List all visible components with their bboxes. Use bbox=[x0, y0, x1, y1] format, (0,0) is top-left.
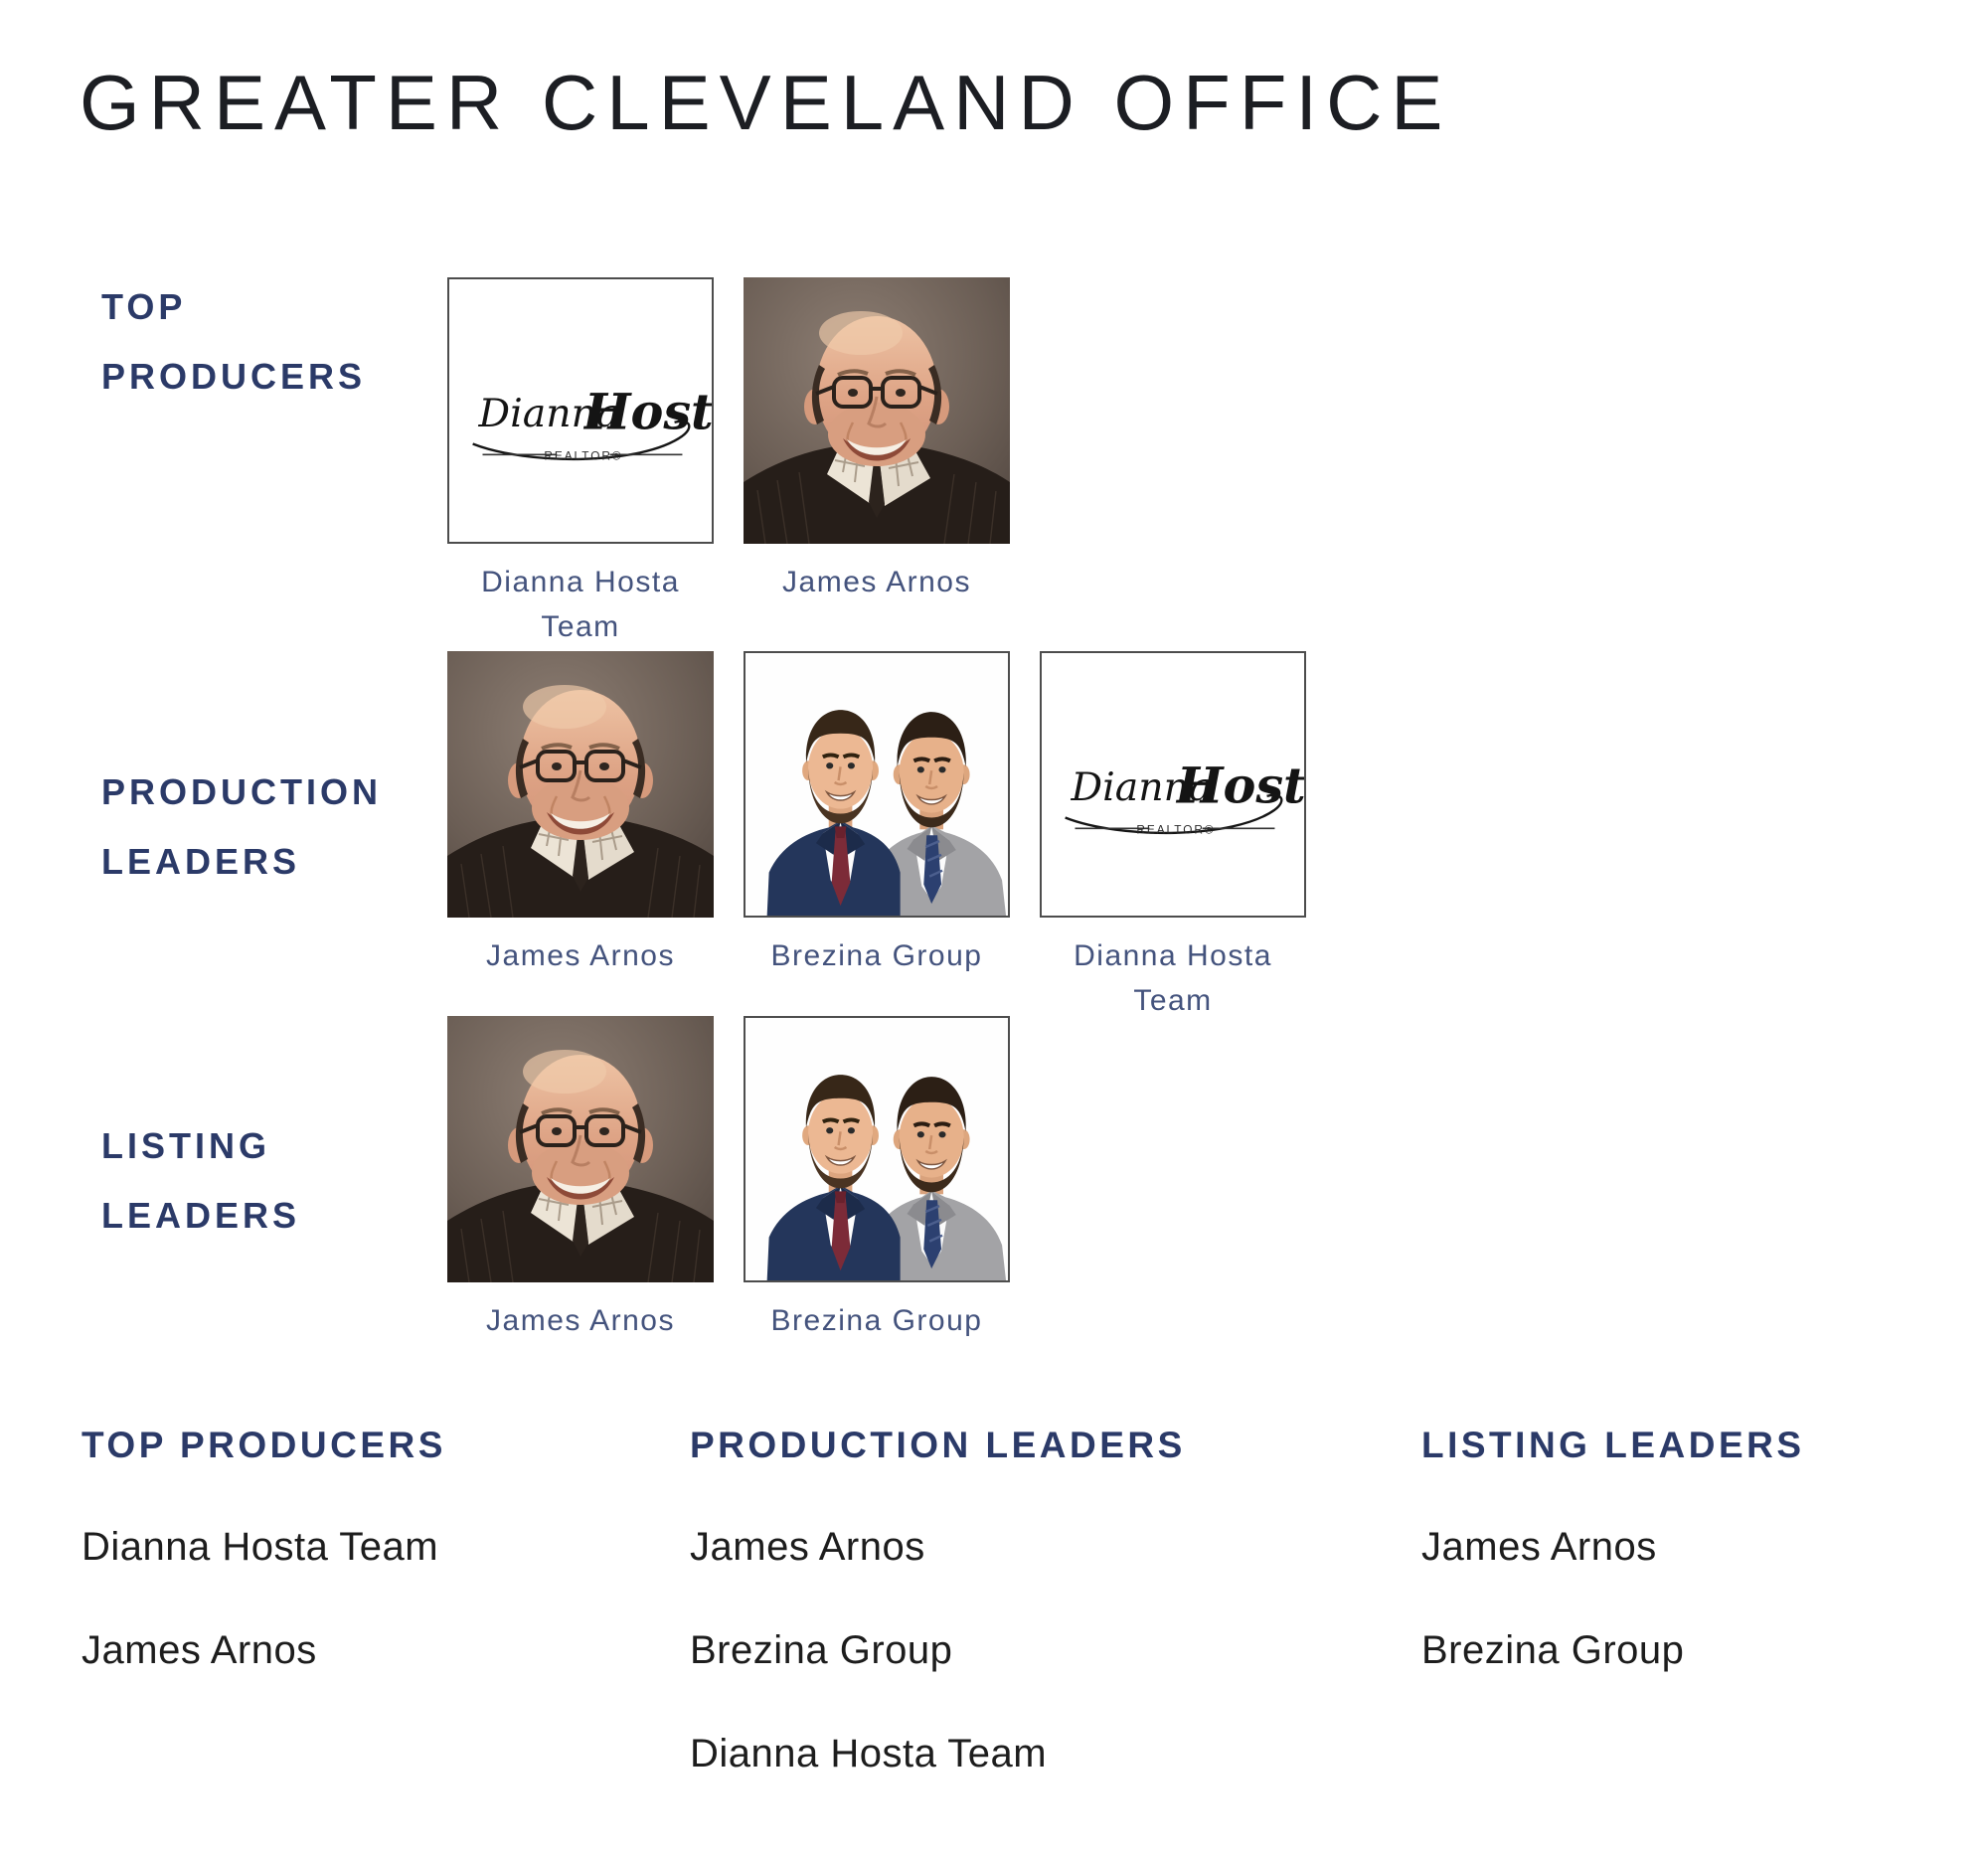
award-cell: Brezina Group bbox=[744, 1016, 1010, 1343]
award-cell: James Arnos bbox=[447, 651, 714, 978]
summary-header: PRODUCTION LEADERS bbox=[690, 1425, 1186, 1465]
award-cell: Brezina Group bbox=[744, 651, 1010, 978]
summary-item: Brezina Group bbox=[1421, 1628, 1685, 1673]
summary-column-production-leaders: PRODUCTION LEADERS James Arnos Brezina G… bbox=[690, 1424, 1346, 1777]
photo-caption-text: Dianna Hosta Team bbox=[1074, 939, 1272, 1017]
photo-caption: Dianna Hosta Team bbox=[447, 560, 714, 649]
summary-item: James Arnos bbox=[82, 1628, 317, 1673]
photo-caption-text: James Arnos bbox=[486, 939, 675, 972]
section-label-production-leaders: PRODUCTION LEADERS bbox=[101, 771, 382, 883]
james-arnos-photo bbox=[744, 277, 1010, 544]
photo-caption: Brezina Group bbox=[744, 1298, 1010, 1343]
james-arnos-photo bbox=[447, 1016, 714, 1282]
summary-header: LISTING LEADERS bbox=[1421, 1425, 1805, 1465]
summary-column-listing-leaders: LISTING LEADERS James Arnos Brezina Grou… bbox=[1421, 1424, 1938, 1674]
summary-item: James Arnos bbox=[1421, 1525, 1657, 1570]
james-arnos-photo bbox=[447, 651, 714, 918]
photo-caption: Dianna Hosta Team bbox=[1040, 933, 1306, 1023]
photo-caption: James Arnos bbox=[447, 1298, 714, 1343]
summary-item: Dianna Hosta Team bbox=[82, 1525, 439, 1570]
award-cell: James Arnos bbox=[447, 1016, 714, 1343]
section-label-top-producers: TOP PRODUCERS bbox=[101, 286, 367, 398]
award-cell: James Arnos bbox=[744, 277, 1010, 604]
photo-caption: James Arnos bbox=[744, 560, 1010, 604]
summary-item: James Arnos bbox=[690, 1525, 925, 1570]
photo-caption-text: Brezina Group bbox=[770, 939, 983, 972]
summary-item: Dianna Hosta Team bbox=[690, 1732, 1048, 1776]
dianna-hosta-logo bbox=[1040, 651, 1306, 918]
photo-caption-text: James Arnos bbox=[486, 1304, 675, 1337]
photo-caption-text: James Arnos bbox=[782, 566, 971, 598]
summary-column-top-producers: TOP PRODUCERS Dianna Hosta Team James Ar… bbox=[82, 1424, 638, 1674]
section-label-listing-leaders: LISTING LEADERS bbox=[101, 1125, 301, 1237]
summary-header: TOP PRODUCERS bbox=[82, 1425, 446, 1465]
summary-item: Brezina Group bbox=[690, 1628, 953, 1673]
brezina-group-photo bbox=[744, 651, 1010, 918]
page-title: GREATER CLEVELAND OFFICE bbox=[80, 59, 1452, 146]
photo-caption: Brezina Group bbox=[744, 933, 1010, 978]
brezina-group-photo bbox=[744, 1016, 1010, 1282]
dianna-hosta-logo bbox=[447, 277, 714, 544]
photo-caption: James Arnos bbox=[447, 933, 714, 978]
award-cell: Dianna Hosta Team bbox=[1040, 651, 1306, 1023]
photo-caption-text: Brezina Group bbox=[770, 1304, 983, 1337]
photo-caption-text: Dianna Hosta Team bbox=[481, 566, 680, 643]
award-cell: Dianna Hosta Team bbox=[447, 277, 714, 649]
